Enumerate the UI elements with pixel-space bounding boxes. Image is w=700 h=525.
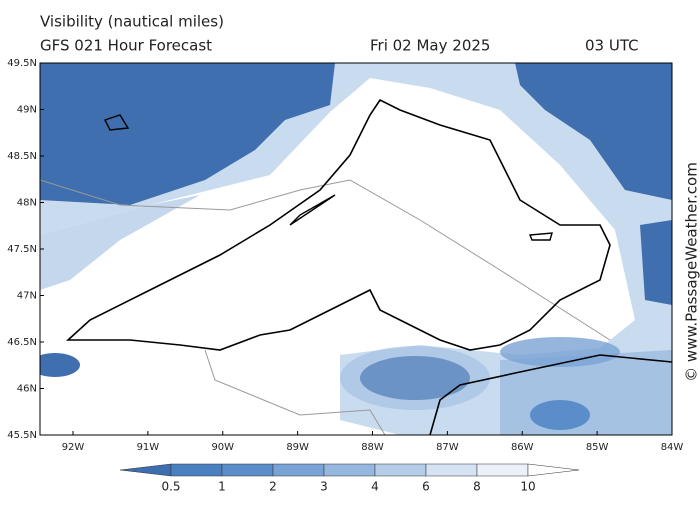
lat-label: 46N xyxy=(17,384,37,395)
shoreline xyxy=(429,354,672,435)
colorbar-label: 1 xyxy=(218,480,226,494)
mid-vis-area xyxy=(500,337,620,367)
shoreline xyxy=(65,98,611,351)
colorbar-segment xyxy=(119,463,172,477)
colorbar-label: 0.5 xyxy=(161,480,180,494)
colorbar-segment xyxy=(374,463,427,477)
mid-vis-area xyxy=(340,346,490,410)
lon-label: 86W xyxy=(511,442,534,453)
copyright: © www.PassageWeather.com xyxy=(683,162,700,382)
lon-label: 90W xyxy=(211,442,234,453)
colorbar-segment xyxy=(323,463,376,477)
time: 03 UTC xyxy=(585,37,639,55)
lon-label: 87W xyxy=(436,442,459,453)
low-vis-area xyxy=(530,400,590,430)
lat-label: 48N xyxy=(17,198,37,209)
lat-label: 49N xyxy=(17,105,37,116)
colorbar-label: 4 xyxy=(371,480,379,494)
colorbar-label: 2 xyxy=(269,480,277,494)
map xyxy=(40,63,672,435)
colorbar-segment xyxy=(425,463,478,477)
island xyxy=(104,114,553,241)
date: Fri 02 May 2025 xyxy=(370,37,490,55)
colorbar-segment xyxy=(272,463,325,477)
colorbar-label: 3 xyxy=(320,480,328,494)
lat-label: 47N xyxy=(17,291,37,302)
colorbar-segment xyxy=(170,463,223,477)
lat-label: 48.5N xyxy=(7,151,37,162)
colorbar-segment xyxy=(527,463,580,477)
lon-label: 85W xyxy=(586,442,609,453)
lon-label: 84W xyxy=(661,442,684,453)
title: Visibility (nautical miles) xyxy=(40,13,224,31)
border xyxy=(204,349,386,435)
low-vis-area xyxy=(40,353,80,377)
colorbar-label: 8 xyxy=(473,480,481,494)
subtitle: GFS 021 Hour Forecast xyxy=(40,37,212,55)
colorbar-segment xyxy=(221,463,274,477)
colorbar-segment xyxy=(476,463,529,477)
low-vis-area xyxy=(640,220,672,305)
lon-label: 91W xyxy=(137,442,160,453)
lat-label: 45.5N xyxy=(7,430,37,441)
colorbar-label: 10 xyxy=(520,480,535,494)
lat-label: 46.5N xyxy=(7,337,37,348)
low-vis-area xyxy=(40,63,335,205)
lat-label: 47.5N xyxy=(7,244,37,255)
mid-vis-area xyxy=(40,195,200,290)
colorbar-label: 6 xyxy=(422,480,430,494)
low-vis-area xyxy=(515,63,672,200)
lat-label: 49.5N xyxy=(7,58,37,69)
lon-label: 88W xyxy=(361,442,384,453)
lon-label: 89W xyxy=(286,442,309,453)
lon-label: 92W xyxy=(62,442,85,453)
